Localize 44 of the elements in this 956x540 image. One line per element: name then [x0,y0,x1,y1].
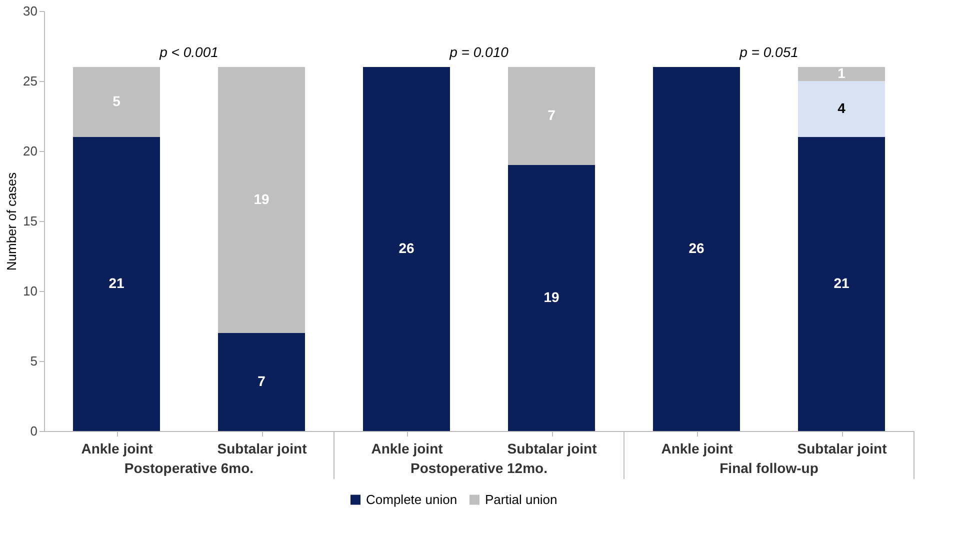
bar [508,67,595,165]
x-tick-label: Ankle joint [371,440,444,456]
bar [798,67,885,81]
data-label: 7 [548,107,556,123]
annotation: p < 0.001 [158,44,218,60]
legend-label: Partial union [485,492,558,507]
bar [508,165,595,431]
data-label: 21 [108,275,124,291]
bar [363,67,450,431]
bar [653,67,740,431]
text: Postoperative 6mo. [124,460,254,476]
bar [798,137,885,431]
text: Final follow-up [720,460,818,476]
text: Postoperative 12mo. [410,460,548,476]
data-label: 19 [544,289,560,305]
data-label: 4 [838,100,846,116]
data-label: 21 [834,275,850,291]
x-tick-label: Ankle joint [661,440,734,456]
annotation: p = 0.051 [738,44,798,60]
y-tick-label: 10 [23,284,38,298]
y-tick-label: 15 [23,214,38,228]
bar [218,333,305,431]
data-label: 19 [254,191,270,207]
y-tick-label: 25 [23,74,38,88]
data-label: 5 [112,93,121,109]
y-axis-title: Number of cases [4,172,20,271]
x-tick-label: Subtalar joint [507,440,598,456]
legend-label: Complete union [366,492,458,507]
y-tick-label: 20 [23,144,38,158]
data-label: 26 [398,240,414,256]
y-tick-label: 30 [23,4,38,18]
data-label: 7 [258,373,266,389]
bar [218,67,305,333]
bar [73,137,160,431]
data-label: 1 [838,65,846,81]
x-tick-label: Ankle joint [81,440,154,456]
data-label: 26 [688,240,704,256]
x-tick-label: Subtalar joint [797,440,888,456]
x-tick-label: Subtalar joint [217,440,308,456]
y-tick-label: 5 [30,354,38,368]
bar [798,81,885,137]
bar [73,67,160,137]
annotation: p = 0.010 [448,44,509,60]
y-tick-label: 0 [30,424,38,438]
